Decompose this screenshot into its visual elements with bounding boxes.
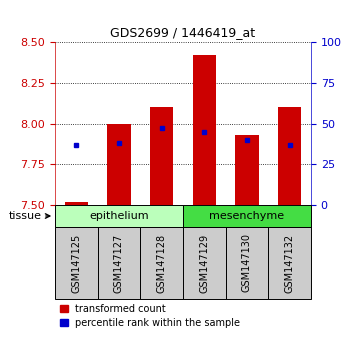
Text: tissue: tissue: [9, 211, 42, 221]
Text: GSM147129: GSM147129: [199, 233, 209, 292]
Bar: [226, 227, 268, 299]
Bar: [55, 205, 183, 227]
Bar: [235, 135, 259, 205]
Bar: [183, 227, 226, 299]
Text: GSM147132: GSM147132: [285, 233, 295, 292]
Bar: [278, 107, 301, 205]
Text: GSM147125: GSM147125: [71, 233, 81, 293]
Bar: [150, 107, 174, 205]
Bar: [64, 202, 88, 205]
Bar: [98, 227, 140, 299]
Text: mesenchyme: mesenchyme: [209, 211, 284, 221]
Bar: [268, 227, 311, 299]
Bar: [183, 205, 311, 227]
Legend: transformed count, percentile rank within the sample: transformed count, percentile rank withi…: [60, 304, 240, 328]
Text: GSM147127: GSM147127: [114, 233, 124, 293]
Bar: [193, 55, 216, 205]
Bar: [55, 227, 98, 299]
Text: epithelium: epithelium: [89, 211, 149, 221]
Text: GSM147130: GSM147130: [242, 234, 252, 292]
Bar: [107, 124, 131, 205]
Title: GDS2699 / 1446419_at: GDS2699 / 1446419_at: [110, 27, 255, 39]
Text: GSM147128: GSM147128: [157, 233, 167, 292]
Bar: [140, 227, 183, 299]
